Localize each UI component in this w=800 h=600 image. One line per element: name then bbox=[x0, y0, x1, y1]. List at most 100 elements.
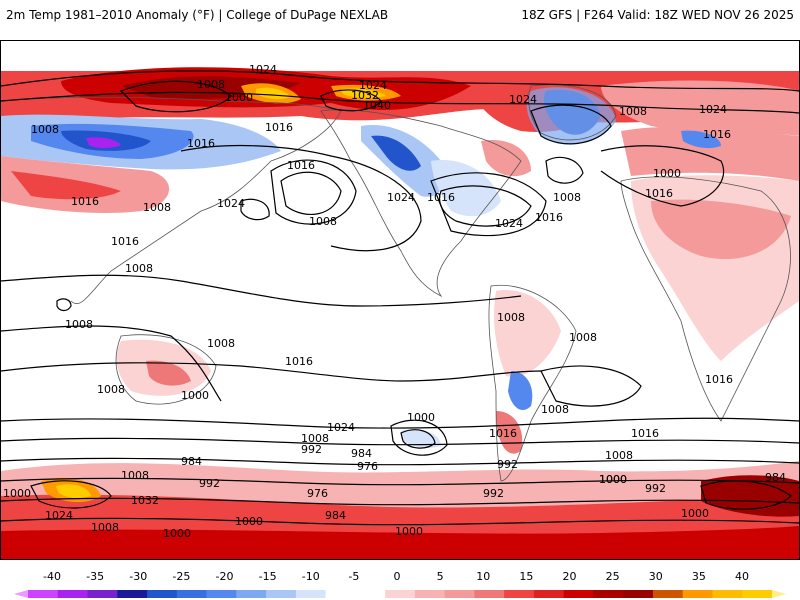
colorbar-tick-label: 25 bbox=[605, 570, 620, 583]
isobar-label: 1016 bbox=[187, 137, 215, 150]
isobar-label: 1024 bbox=[699, 103, 727, 116]
colorbar-segment bbox=[355, 590, 386, 598]
asia-warm-patch bbox=[11, 171, 121, 200]
isobar-label: 1008 bbox=[91, 521, 119, 534]
isobar-label: 1008 bbox=[569, 331, 597, 344]
isobar-sp-1 bbox=[1, 362, 542, 382]
isobar-label: 1016 bbox=[645, 187, 673, 200]
isobar-label: 1024 bbox=[509, 93, 537, 106]
colorbar-tick-label: 0 bbox=[393, 570, 401, 583]
isobar-europe-1016 bbox=[600, 145, 725, 207]
isobar-sp-6 bbox=[1, 497, 799, 506]
isobar-label: 1024 bbox=[249, 63, 277, 76]
colorbar-tick-label: 20 bbox=[562, 570, 577, 583]
colorbar-segment bbox=[563, 590, 594, 598]
na-cold-east bbox=[431, 160, 501, 217]
colorbar-segment bbox=[117, 590, 148, 598]
isobar-sp-5 bbox=[1, 477, 799, 486]
africa-warm-core bbox=[651, 199, 791, 260]
isobar-label: 1008 bbox=[619, 105, 647, 118]
isobar-label: 1000 bbox=[599, 473, 627, 486]
isobar-label: 1008 bbox=[121, 469, 149, 482]
isobar-pac-low bbox=[240, 198, 270, 221]
colorbar-segment bbox=[147, 590, 178, 598]
colorbar-tick-label: 30 bbox=[648, 570, 663, 583]
south-america-coast bbox=[488, 284, 577, 482]
colorbar-tick-label: -35 bbox=[86, 570, 105, 583]
isobar-label: 1008 bbox=[207, 337, 235, 350]
colorbar-segment bbox=[206, 590, 237, 598]
isobar-label: 1016 bbox=[287, 159, 315, 172]
colorbar-segment bbox=[28, 590, 59, 598]
isobar-label: 1016 bbox=[631, 427, 659, 440]
isobar-label: 1016 bbox=[71, 195, 99, 208]
isobar-label: 1024 bbox=[359, 79, 387, 92]
isobar-small-high bbox=[56, 298, 72, 312]
anomaly-map: 1024 1008 1000 1008 1016 1024 1032 1040 … bbox=[1, 63, 799, 559]
europe-cold bbox=[681, 130, 721, 149]
isobar-label: 1008 bbox=[553, 191, 581, 204]
isobar-label: 1032 bbox=[351, 89, 379, 102]
sa-warm bbox=[494, 290, 561, 377]
isobar-label: 1024 bbox=[327, 421, 355, 434]
colorbar-tick-label: -20 bbox=[215, 570, 234, 583]
isobar-label: 984 bbox=[181, 455, 202, 468]
isobar-label: 1000 bbox=[599, 473, 627, 486]
isobar-label: 1016 bbox=[705, 373, 733, 386]
isobar-label: 984 bbox=[325, 509, 346, 522]
colorbar-segment bbox=[444, 590, 475, 598]
isobar-label: 1000 bbox=[407, 411, 435, 424]
isobar-label: 1000 bbox=[3, 487, 31, 500]
europe-warm bbox=[621, 126, 799, 181]
isobar-tropical-1 bbox=[1, 274, 522, 307]
isobar-indian-high bbox=[540, 365, 642, 407]
isobar-label: 992 bbox=[497, 458, 518, 471]
isobar-arctic-high bbox=[320, 89, 382, 112]
isobar-sp-4 bbox=[1, 457, 799, 466]
aus-warm-core bbox=[146, 360, 191, 386]
isobar-label: 1008 bbox=[301, 432, 329, 445]
colorbar-right-tip bbox=[772, 590, 786, 598]
colorbar-tick-label: -40 bbox=[43, 570, 61, 583]
map-panel: 1024 1008 1000 1008 1016 1024 1032 1040 … bbox=[0, 40, 800, 560]
isobar-label: 1024 bbox=[387, 191, 415, 204]
isobar-label: 1040 bbox=[363, 99, 391, 112]
coastlines bbox=[1, 84, 791, 482]
isobar-label: 976 bbox=[357, 460, 378, 473]
colorbar-segment bbox=[325, 590, 356, 598]
colorbar-tick-label: -5 bbox=[348, 570, 360, 583]
colorbar-segment bbox=[593, 590, 624, 598]
na-warm-east bbox=[481, 140, 531, 177]
colorbar-tick-label: -30 bbox=[129, 570, 148, 583]
isobar-low-sw bbox=[400, 429, 436, 449]
isobar-tropical-2 bbox=[1, 325, 222, 402]
colorbar-tick-label: 40 bbox=[735, 570, 749, 583]
africa-coast bbox=[620, 176, 791, 422]
colorbar-segment bbox=[682, 590, 713, 598]
colorbar-tick-label: 35 bbox=[691, 570, 706, 583]
isobar-label: 976 bbox=[307, 487, 328, 500]
colorbar-segment bbox=[533, 590, 565, 598]
isobar-label: 1016 bbox=[703, 128, 731, 141]
colorbar-segment bbox=[742, 590, 773, 598]
colorbar-segment bbox=[623, 590, 654, 598]
map-title: 2m Temp 1981–2010 Anomaly (°F) | College… bbox=[6, 8, 389, 22]
colorbar-tick-label: -10 bbox=[301, 570, 320, 583]
colorbar-segment bbox=[414, 590, 446, 598]
isobar-label: 992 bbox=[199, 477, 220, 490]
isobar-label: 1008 bbox=[65, 318, 93, 331]
isobar-label: 1000 bbox=[163, 527, 191, 540]
isobar-label: 1000 bbox=[395, 525, 423, 538]
isobar-arctic-low bbox=[119, 80, 232, 113]
colorbar-tick-label: 15 bbox=[519, 570, 534, 583]
isobar-labels: 1024 1008 1000 1008 1016 1024 1032 1040 … bbox=[3, 63, 786, 540]
colorbar-segment bbox=[266, 590, 297, 598]
isobar-north-2 bbox=[1, 91, 799, 114]
isobar-label: 1016 bbox=[489, 427, 517, 440]
colorbar-tick-label: 5 bbox=[436, 570, 444, 583]
colorbar-segment bbox=[295, 590, 327, 598]
colorbar-left-tip bbox=[14, 590, 28, 598]
isobar-label: 1008 bbox=[31, 123, 59, 136]
antarctic-deep-red bbox=[1, 526, 799, 559]
colorbar-tick-label: -25 bbox=[172, 570, 191, 583]
